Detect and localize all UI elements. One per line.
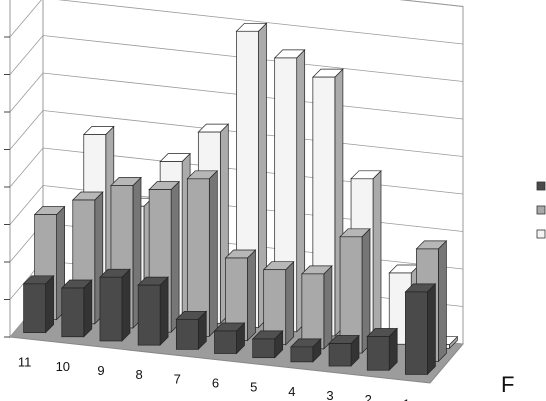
bar — [262, 260, 295, 346]
bar-side-face — [83, 279, 93, 338]
bar-front-face — [328, 343, 352, 367]
bar-front-face — [214, 330, 237, 354]
bar-side-face — [427, 283, 436, 376]
x-tick-label: 11 — [18, 355, 32, 370]
bar — [60, 279, 93, 338]
bar-front-face — [99, 276, 123, 342]
bar-front-face — [23, 283, 46, 333]
bar — [99, 268, 131, 342]
x-tick-label: 9 — [97, 363, 104, 378]
bar-front-face — [405, 291, 428, 375]
bar-side-face — [372, 169, 382, 341]
bar — [224, 249, 257, 342]
bar-front-face — [137, 284, 161, 346]
x-tick-label: 8 — [135, 367, 142, 382]
legend-swatch — [536, 229, 546, 239]
bar-side-face — [121, 268, 131, 342]
bar-front-face — [301, 273, 325, 350]
bar — [137, 276, 169, 346]
gridline — [9, 35, 464, 82]
x-axis-ticks: 11 10 9 8 7 6 5 4 3 2 1 — [18, 355, 410, 401]
x-tick-label: 6 — [212, 376, 219, 391]
x-tick-label: 7 — [174, 371, 181, 386]
x-tick-label: 3 — [326, 388, 333, 401]
bar — [301, 265, 333, 350]
bar — [339, 227, 371, 354]
bar-side-face — [323, 265, 333, 350]
y-axis-ticks — [4, 36, 10, 338]
bar-side-face — [361, 227, 371, 354]
x-tick-label: 2 — [365, 392, 372, 401]
bar — [186, 169, 219, 338]
bar-front-face — [366, 336, 390, 371]
gridline — [9, 0, 464, 45]
bar-side-face — [438, 240, 447, 363]
bar-side-face — [159, 276, 169, 346]
bar-front-face — [61, 287, 85, 338]
bar-front-face — [175, 318, 199, 350]
x-tick-label: 10 — [56, 359, 70, 374]
z-axis-letter: F — [501, 372, 514, 397]
legend-swatch — [536, 181, 546, 191]
bar-side-face — [208, 169, 218, 338]
bar — [328, 334, 360, 367]
bar — [366, 327, 399, 372]
bar-front-face — [290, 346, 314, 363]
legend-swatch — [536, 205, 546, 215]
bar — [251, 330, 284, 359]
legend — [536, 181, 546, 239]
bar-side-face — [170, 180, 180, 333]
bar — [290, 338, 322, 363]
x-tick-label: 1 — [403, 396, 410, 401]
bar-side-face — [45, 274, 54, 334]
x-tick-label: 4 — [288, 384, 295, 399]
bar — [175, 310, 208, 351]
x-tick-label: 5 — [250, 380, 257, 395]
bar-side-face — [285, 260, 295, 346]
bar-front-face — [252, 338, 276, 359]
bars — [22, 22, 459, 376]
bar — [22, 274, 55, 334]
bar — [213, 322, 246, 355]
bar-side-face — [247, 249, 256, 342]
bar — [404, 283, 437, 376]
